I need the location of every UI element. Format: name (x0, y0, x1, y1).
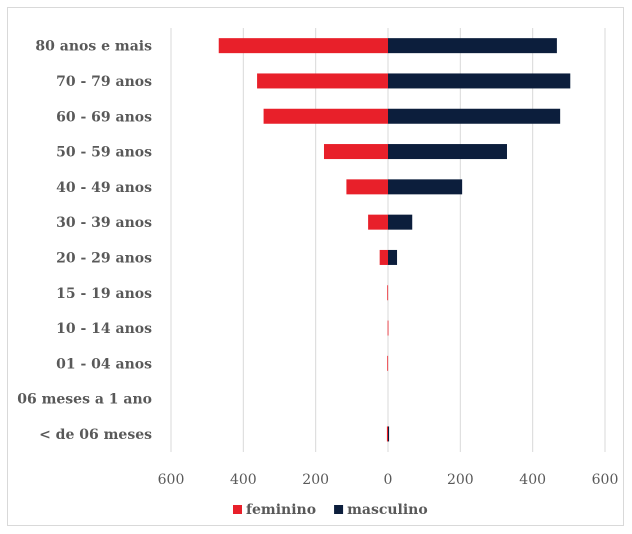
bar-feminino (387, 320, 389, 336)
category-label: 01 - 04 anos (56, 356, 152, 372)
category-label: 06 meses a 1 ano (17, 392, 152, 408)
bars (218, 38, 571, 442)
x-tick-label: 400 (519, 472, 546, 488)
bar-masculino (388, 73, 571, 89)
bar-masculino (388, 38, 557, 54)
legend-label-masculino: masculino (347, 502, 428, 518)
x-tick-label: 0 (384, 472, 393, 488)
category-label: 70 - 79 anos (56, 74, 152, 90)
bar-masculino (388, 144, 507, 160)
legend-swatch-masculino (334, 505, 344, 514)
legend: feminino masculino (233, 502, 428, 518)
bar-feminino (379, 249, 388, 265)
bar-feminino (387, 285, 389, 301)
legend-swatch-feminino (233, 505, 242, 514)
category-label: 10 - 14 anos (56, 321, 152, 337)
bar-masculino (388, 179, 463, 195)
x-tick-labels: 600 400 200 0 200 400 600 (158, 472, 619, 488)
category-label: < de 06 meses (39, 427, 152, 443)
bar-feminino (323, 144, 388, 160)
category-label: 15 - 19 anos (56, 286, 152, 302)
x-tick-label: 600 (592, 472, 619, 488)
bar-feminino (346, 179, 388, 195)
grid-lines (170, 28, 606, 452)
category-label: 20 - 29 anos (56, 250, 152, 266)
x-tick-label: 400 (230, 472, 257, 488)
x-tick-label: 200 (302, 472, 329, 488)
bar-feminino (387, 355, 389, 371)
category-labels: 80 anos e mais 70 - 79 anos 60 - 69 anos 50… (17, 39, 152, 443)
bar-feminino (257, 73, 388, 89)
category-label: 40 - 49 anos (56, 180, 152, 196)
x-tick-label: 200 (447, 472, 474, 488)
bar-feminino (386, 426, 388, 442)
bar-masculino (388, 214, 413, 230)
category-label: 80 anos e mais (35, 39, 152, 55)
category-label: 60 - 69 anos (56, 109, 152, 125)
legend-label-feminino: feminino (246, 502, 316, 518)
bar-masculino (388, 108, 561, 124)
bar-feminino (263, 108, 388, 124)
category-label: 30 - 39 anos (56, 215, 152, 231)
category-label: 50 - 59 anos (56, 145, 152, 161)
bar-masculino (388, 249, 398, 265)
bar-feminino (368, 214, 388, 230)
x-tick-label: 600 (158, 472, 185, 488)
bar-feminino (218, 38, 388, 54)
bar-masculino (388, 426, 390, 442)
